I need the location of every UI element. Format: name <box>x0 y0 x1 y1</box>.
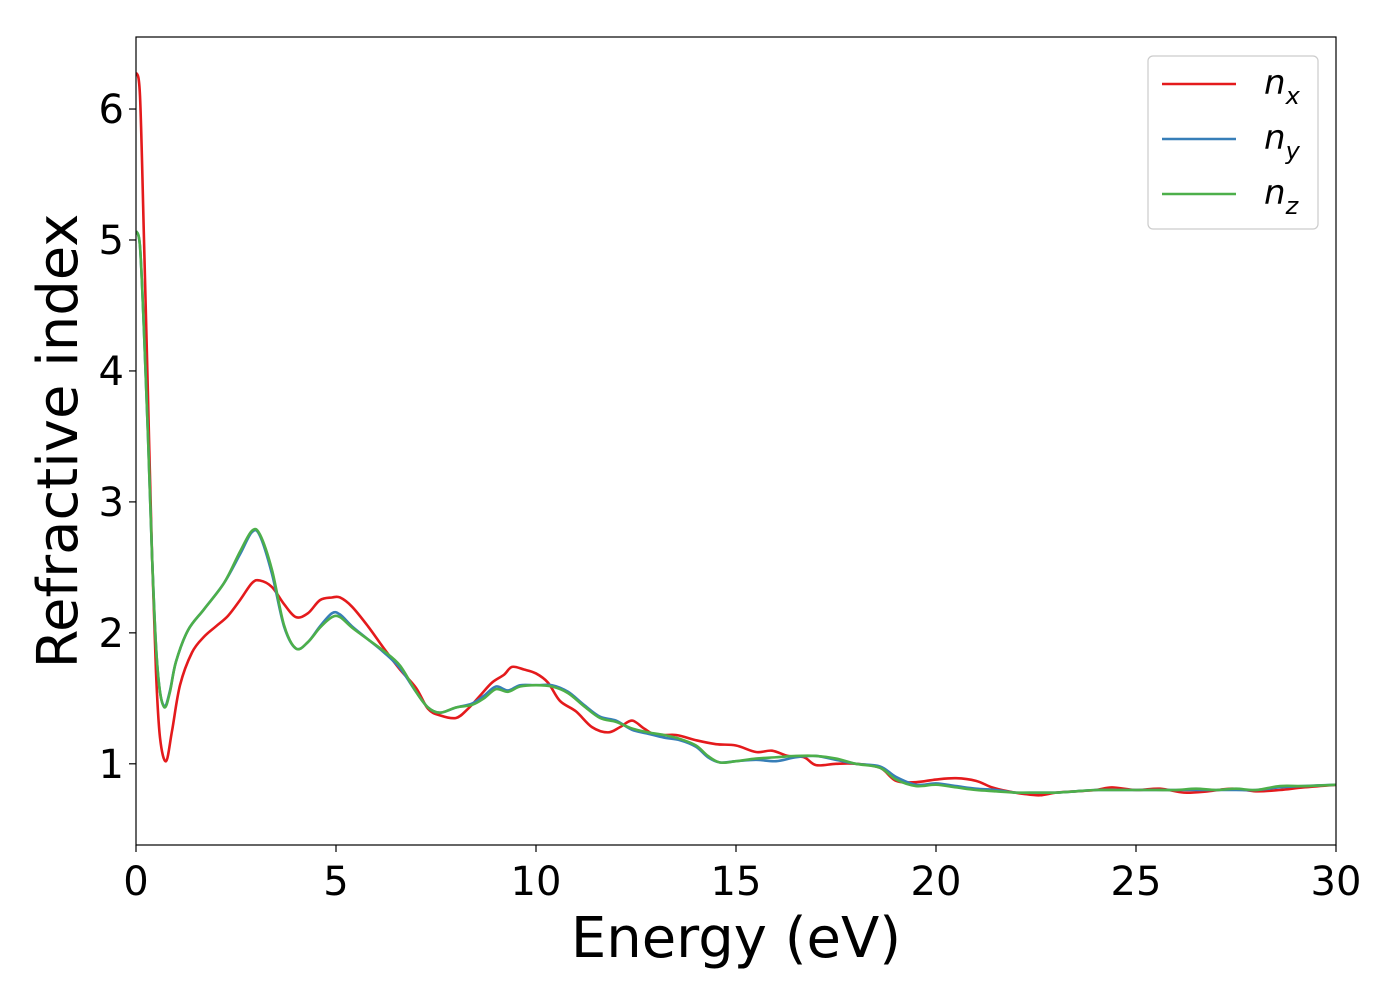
x-tick-label: 30 <box>1311 859 1362 905</box>
y-tick-label: 1 <box>99 742 124 788</box>
legend-box <box>1147 55 1319 230</box>
y-axis-label: Refractive index <box>26 214 91 669</box>
y-tick-label: 6 <box>99 87 124 133</box>
x-tick-label: 10 <box>511 859 562 905</box>
series-line-nx <box>136 71 1336 797</box>
x-tick-label: 5 <box>323 859 348 905</box>
series-layer <box>136 71 1336 797</box>
x-axis-label: Energy (eV) <box>571 906 901 971</box>
x-tick-label: 25 <box>1111 859 1162 905</box>
y-tick-label: 4 <box>99 349 124 395</box>
x-axis-ticks: 0 5 10 15 20 25 30 <box>123 845 1361 905</box>
y-tick-label: 5 <box>99 218 124 264</box>
series-line-nz <box>136 230 1336 795</box>
y-axis-ticks: 1 2 3 4 5 6 <box>99 87 136 788</box>
y-tick-label: 2 <box>99 611 124 657</box>
y-tick-label: 3 <box>99 480 124 526</box>
x-tick-label: 20 <box>911 859 962 905</box>
x-tick-label: 15 <box>711 859 762 905</box>
x-tick-label: 0 <box>123 859 148 905</box>
